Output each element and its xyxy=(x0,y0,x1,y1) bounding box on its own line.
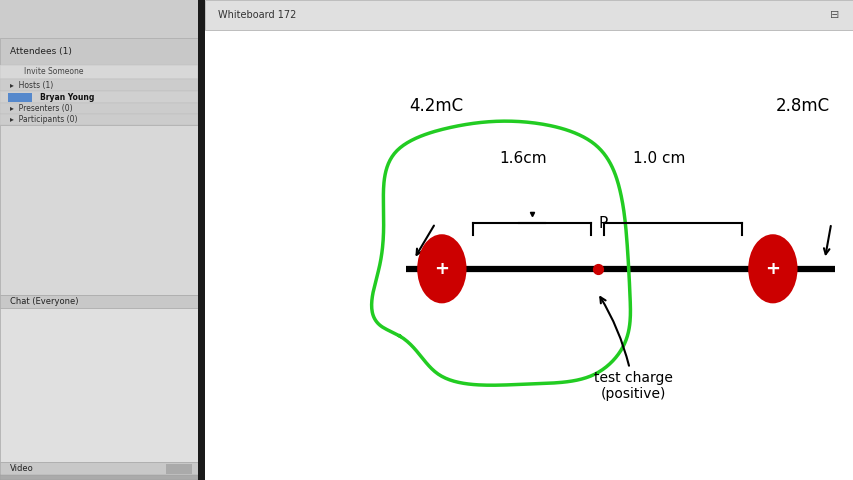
Bar xyxy=(0,125,198,295)
Bar xyxy=(0,65,198,79)
Bar xyxy=(0,79,198,91)
Text: Chat (Everyone): Chat (Everyone) xyxy=(10,298,78,306)
Text: test charge
(positive): test charge (positive) xyxy=(593,297,672,401)
Text: ⊟: ⊟ xyxy=(829,10,838,20)
Text: 4.2mC: 4.2mC xyxy=(409,96,463,115)
Bar xyxy=(0,114,198,125)
Bar xyxy=(0,91,198,103)
Text: +: + xyxy=(434,260,449,278)
Bar xyxy=(205,0,853,30)
Bar xyxy=(0,475,198,480)
Text: 2.8mC: 2.8mC xyxy=(775,96,829,115)
Text: Whiteboard 172: Whiteboard 172 xyxy=(218,10,296,20)
Text: Video: Video xyxy=(10,464,33,473)
Text: ▸  Presenters (0): ▸ Presenters (0) xyxy=(10,105,73,113)
Text: ▸  Hosts (1): ▸ Hosts (1) xyxy=(10,81,53,90)
Bar xyxy=(0,462,198,475)
Ellipse shape xyxy=(747,234,797,303)
Text: 1.6cm: 1.6cm xyxy=(499,151,546,166)
Point xyxy=(590,265,604,273)
Bar xyxy=(8,93,32,102)
Bar xyxy=(0,103,198,114)
Text: Invite Someone: Invite Someone xyxy=(24,68,84,76)
Text: ▸  Participants (0): ▸ Participants (0) xyxy=(10,115,78,124)
Text: +: + xyxy=(764,260,780,278)
Text: Bryan Young: Bryan Young xyxy=(39,93,94,102)
Bar xyxy=(0,38,198,65)
Text: P: P xyxy=(597,216,606,231)
Text: Attendees (1): Attendees (1) xyxy=(10,48,72,56)
Bar xyxy=(0,295,198,308)
Bar xyxy=(0,308,198,462)
Bar xyxy=(166,464,192,474)
Text: 1.0 cm: 1.0 cm xyxy=(632,151,685,166)
Ellipse shape xyxy=(417,234,466,303)
